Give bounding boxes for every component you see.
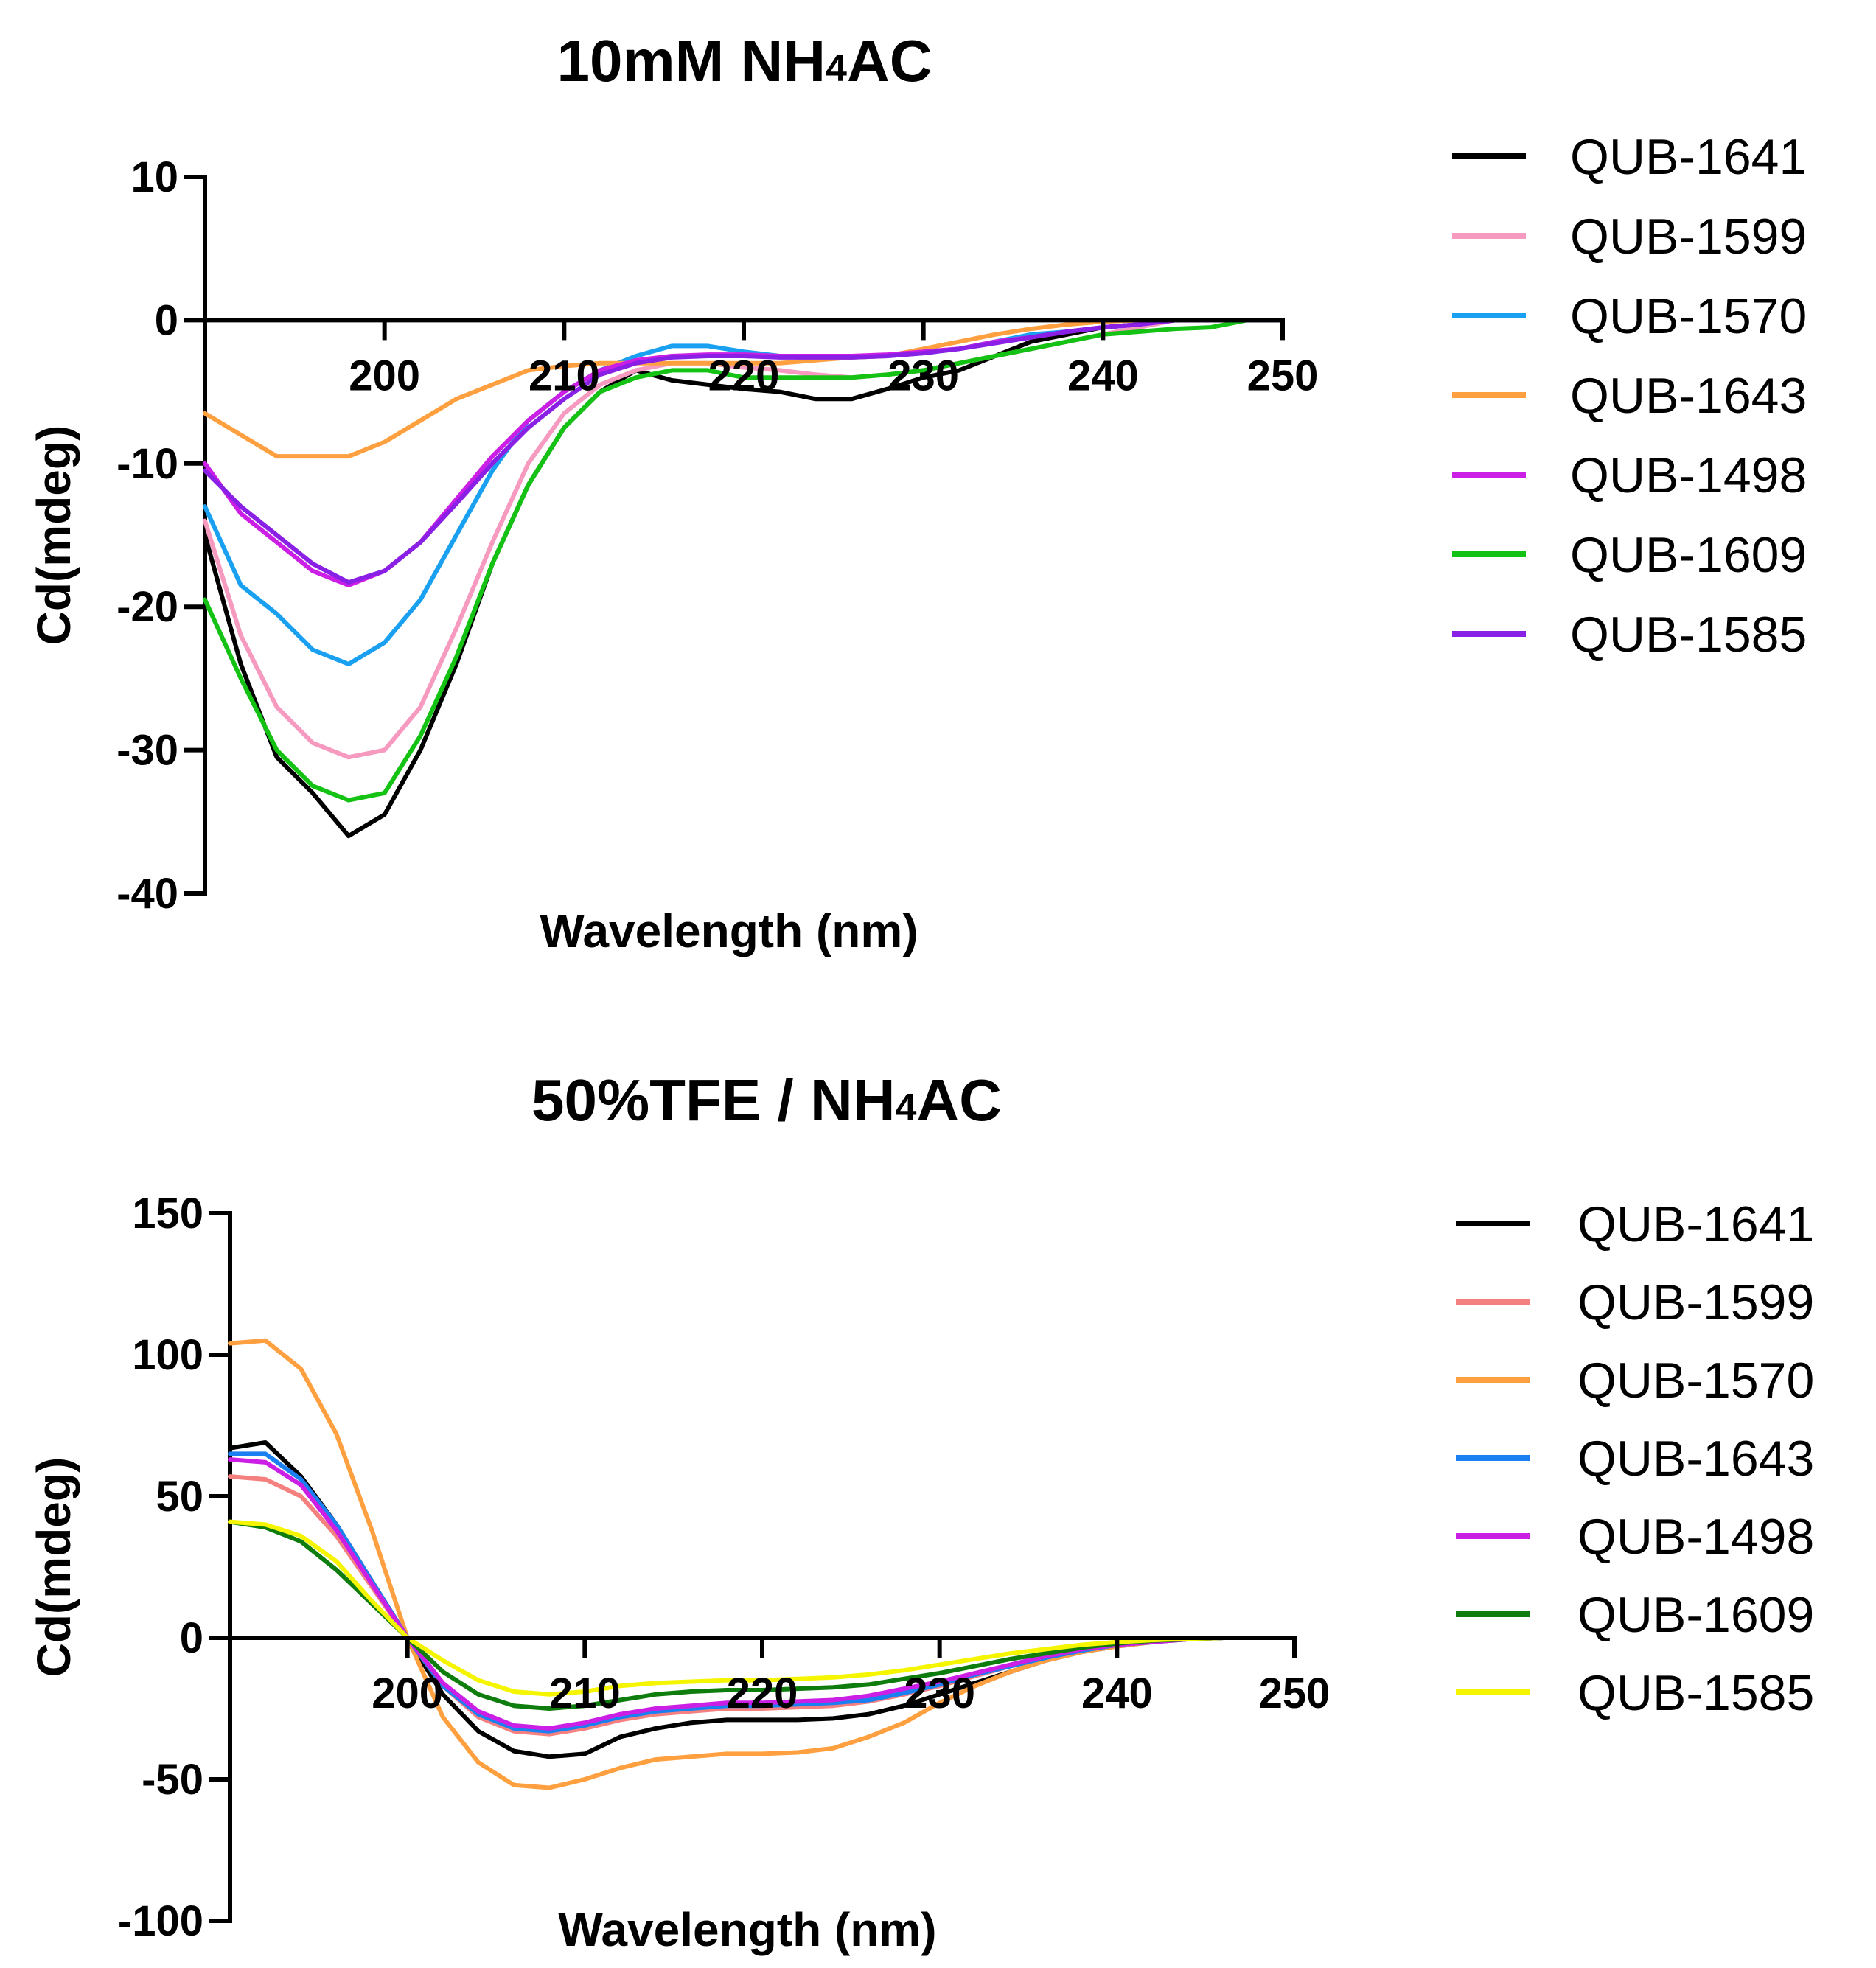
legend-label: QUB-1641 [1570,129,1807,185]
legend-label: QUB-1498 [1570,447,1807,503]
y-tick-label: 0 [155,296,178,344]
x-tick-label: 210 [549,1669,621,1717]
x-tick-label: 220 [727,1669,798,1717]
legend-item: QUB-1641 [1456,1196,1814,1252]
legend-item: QUB-1641 [1452,129,1807,185]
x-axis-label: Wavelength (nm) [540,904,918,957]
legend-item: QUB-1643 [1456,1431,1814,1487]
chart-title-subscript: 4 [826,47,847,90]
y-tick-label: 10 [130,153,178,201]
x-tick-label: 230 [904,1669,975,1717]
y-tick-label: 0 [180,1614,203,1662]
legend-label: QUB-1599 [1577,1274,1814,1330]
chart-title-part: 10mM NH [557,28,826,94]
legend-item: QUB-1609 [1456,1587,1814,1643]
legend-item: QUB-1643 [1452,368,1807,424]
legend-label: QUB-1585 [1577,1665,1814,1721]
y-tick-label: 50 [156,1473,203,1521]
legend-label: QUB-1643 [1577,1431,1814,1487]
legend-label: QUB-1599 [1570,209,1807,265]
chart-title-part: AC [847,28,932,94]
legend-item: QUB-1599 [1456,1274,1814,1330]
legend: QUB-1641 QUB-1599 QUB-1570 QUB-1643 QUB-1498… [1456,1196,1814,1721]
y-axis-label: Cd(mdeg) [27,1457,80,1678]
x-tick-label: 200 [372,1669,443,1717]
y-tick-label: -40 [116,870,178,918]
legend-item: QUB-1570 [1456,1353,1814,1409]
chart-title-part: 50%TFE / NH [531,1067,895,1133]
legend-item: QUB-1599 [1452,209,1807,265]
legend-label: QUB-1585 [1570,607,1807,663]
legend-item: QUB-1498 [1452,447,1807,503]
x-tick-label: 240 [1067,352,1139,399]
legend-item: QUB-1585 [1456,1665,1814,1721]
chart-title-part: AC [916,1067,1002,1133]
legend-label: QUB-1609 [1570,527,1807,583]
x-axis-label: Wavelength (nm) [558,1903,936,1956]
legend-label: QUB-1641 [1577,1196,1814,1252]
legend-item: QUB-1498 [1456,1509,1814,1565]
chart-panel-top: 10mM NH4AC 10 0 -10 -20 -30 -40 200 210 220 230 240… [27,28,1807,957]
x-tick-label: 250 [1247,352,1319,399]
legend-item: QUB-1585 [1452,607,1807,663]
legend: QUB-1641 QUB-1599 QUB-1570 QUB-1643 QUB-1498… [1452,129,1807,663]
legend-label: QUB-1570 [1577,1353,1814,1409]
chart-title-subscript: 4 [895,1086,916,1129]
legend-item: QUB-1570 [1452,288,1807,344]
y-tick-label: -100 [118,1897,203,1945]
legend-item: QUB-1609 [1452,527,1807,583]
y-axis-label: Cd(mdeg) [27,425,80,646]
legend-label: QUB-1643 [1570,368,1807,424]
x-tick-label: 210 [529,352,600,399]
x-tick-label: 250 [1259,1669,1331,1717]
y-tick-label: -30 [116,727,178,775]
y-tick-label: -20 [116,583,178,631]
x-tick-label: 220 [708,352,780,399]
x-tick-label: 230 [888,352,959,399]
y-tick-label: 100 [132,1331,203,1379]
legend-label: QUB-1609 [1577,1587,1814,1643]
chart-title: 10mM NH4AC [557,28,932,94]
y-tick-label: -50 [142,1756,203,1804]
legend-label: QUB-1570 [1570,288,1807,344]
x-tick-label: 240 [1081,1669,1153,1717]
legend-label: QUB-1498 [1577,1509,1814,1565]
chart-title: 50%TFE / NH4AC [531,1067,1002,1133]
y-tick-label: -10 [116,440,178,488]
chart-panel-bottom: 50%TFE / NH4AC 150 100 50 0 -50 -100 200 210 220 2… [27,1067,1814,1956]
x-tick-label: 200 [349,352,420,399]
y-tick-label: 150 [132,1190,203,1238]
